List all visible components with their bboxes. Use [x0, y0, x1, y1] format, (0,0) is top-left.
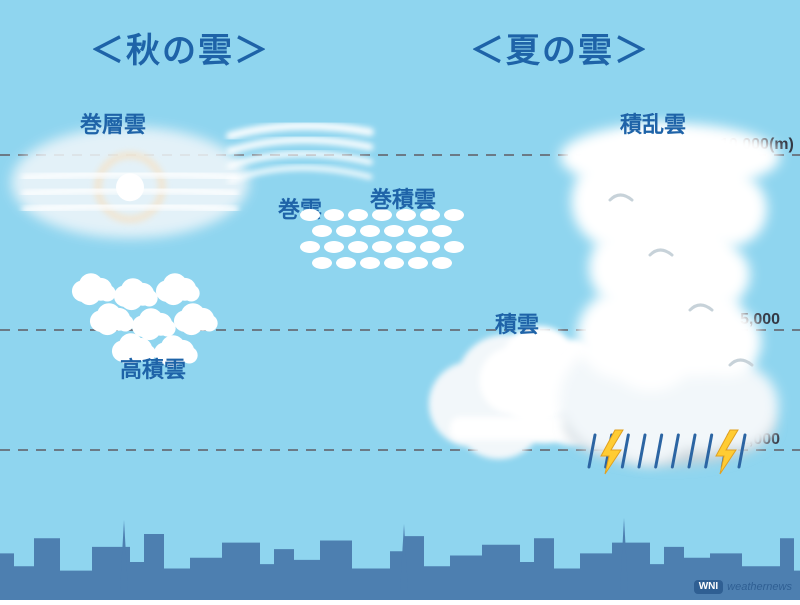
brand-badge: WNI [694, 580, 723, 594]
cirrostratus-label: 巻層雲 [80, 112, 146, 137]
cloud-diagram: 10,000(m)5,0002,000＜秋の雲＞＜夏の雲＞巻層雲巻雲巻積雲高積雲… [0, 0, 800, 600]
summer-title: ＜夏の雲＞ [470, 32, 650, 70]
cirrostratus-cloud [11, 127, 249, 239]
cumulonimbus-label: 積乱雲 [620, 112, 686, 137]
autumn-title: ＜秋の雲＞ [90, 32, 270, 70]
cirrocumulus-label: 巻積雲 [370, 187, 436, 212]
cumulus-label: 積雲 [495, 312, 539, 337]
altocumulus-label: 高積雲 [120, 357, 186, 382]
brand-text: weathernews [727, 581, 792, 593]
brand-attribution: WNI weathernews [694, 580, 792, 594]
diagram-svg: 10,000(m)5,0002,000＜秋の雲＞＜夏の雲＞巻層雲巻雲巻積雲高積雲… [0, 0, 800, 600]
